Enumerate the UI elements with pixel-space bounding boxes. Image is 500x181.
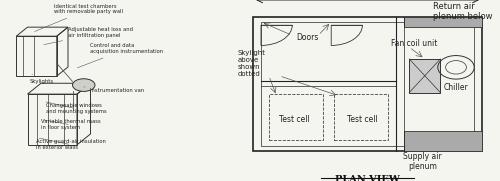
Text: Skylight
above
shown
dotted: Skylight above shown dotted xyxy=(238,50,266,77)
Text: Doors: Doors xyxy=(296,33,319,41)
Text: Changeable windows
and mounting systems: Changeable windows and mounting systems xyxy=(46,102,106,114)
Text: Control and data
acquisition instrumentation: Control and data acquisition instrumenta… xyxy=(78,43,164,68)
Text: Chiller: Chiller xyxy=(444,83,468,92)
Bar xyxy=(409,59,440,93)
Text: Variable thermal mass
in floor system: Variable thermal mass in floor system xyxy=(41,119,101,130)
Bar xyxy=(253,17,482,151)
Text: Fan coil unit: Fan coil unit xyxy=(391,39,438,48)
Text: Instrumentation van: Instrumentation van xyxy=(84,87,144,93)
Bar xyxy=(334,94,388,140)
Text: Identical test chambers
with removable party wall: Identical test chambers with removable p… xyxy=(34,4,124,31)
Bar xyxy=(404,17,482,27)
Text: Return air
plenum below: Return air plenum below xyxy=(432,2,492,22)
Bar xyxy=(269,94,324,140)
Bar xyxy=(404,131,482,151)
Text: Active guard-air insulation
in exterior walls: Active guard-air insulation in exterior … xyxy=(36,138,106,150)
Text: Supply air
plenum: Supply air plenum xyxy=(403,152,442,171)
Text: Test cell: Test cell xyxy=(280,115,310,124)
Bar xyxy=(261,22,474,146)
Text: Adjustable heat loss and
air infiltration panel: Adjustable heat loss and air infiltratio… xyxy=(44,27,133,45)
Ellipse shape xyxy=(72,79,95,91)
Text: Skylights: Skylights xyxy=(30,74,54,84)
Text: Test cell: Test cell xyxy=(347,115,378,124)
Text: PLAN VIEW: PLAN VIEW xyxy=(335,175,400,181)
